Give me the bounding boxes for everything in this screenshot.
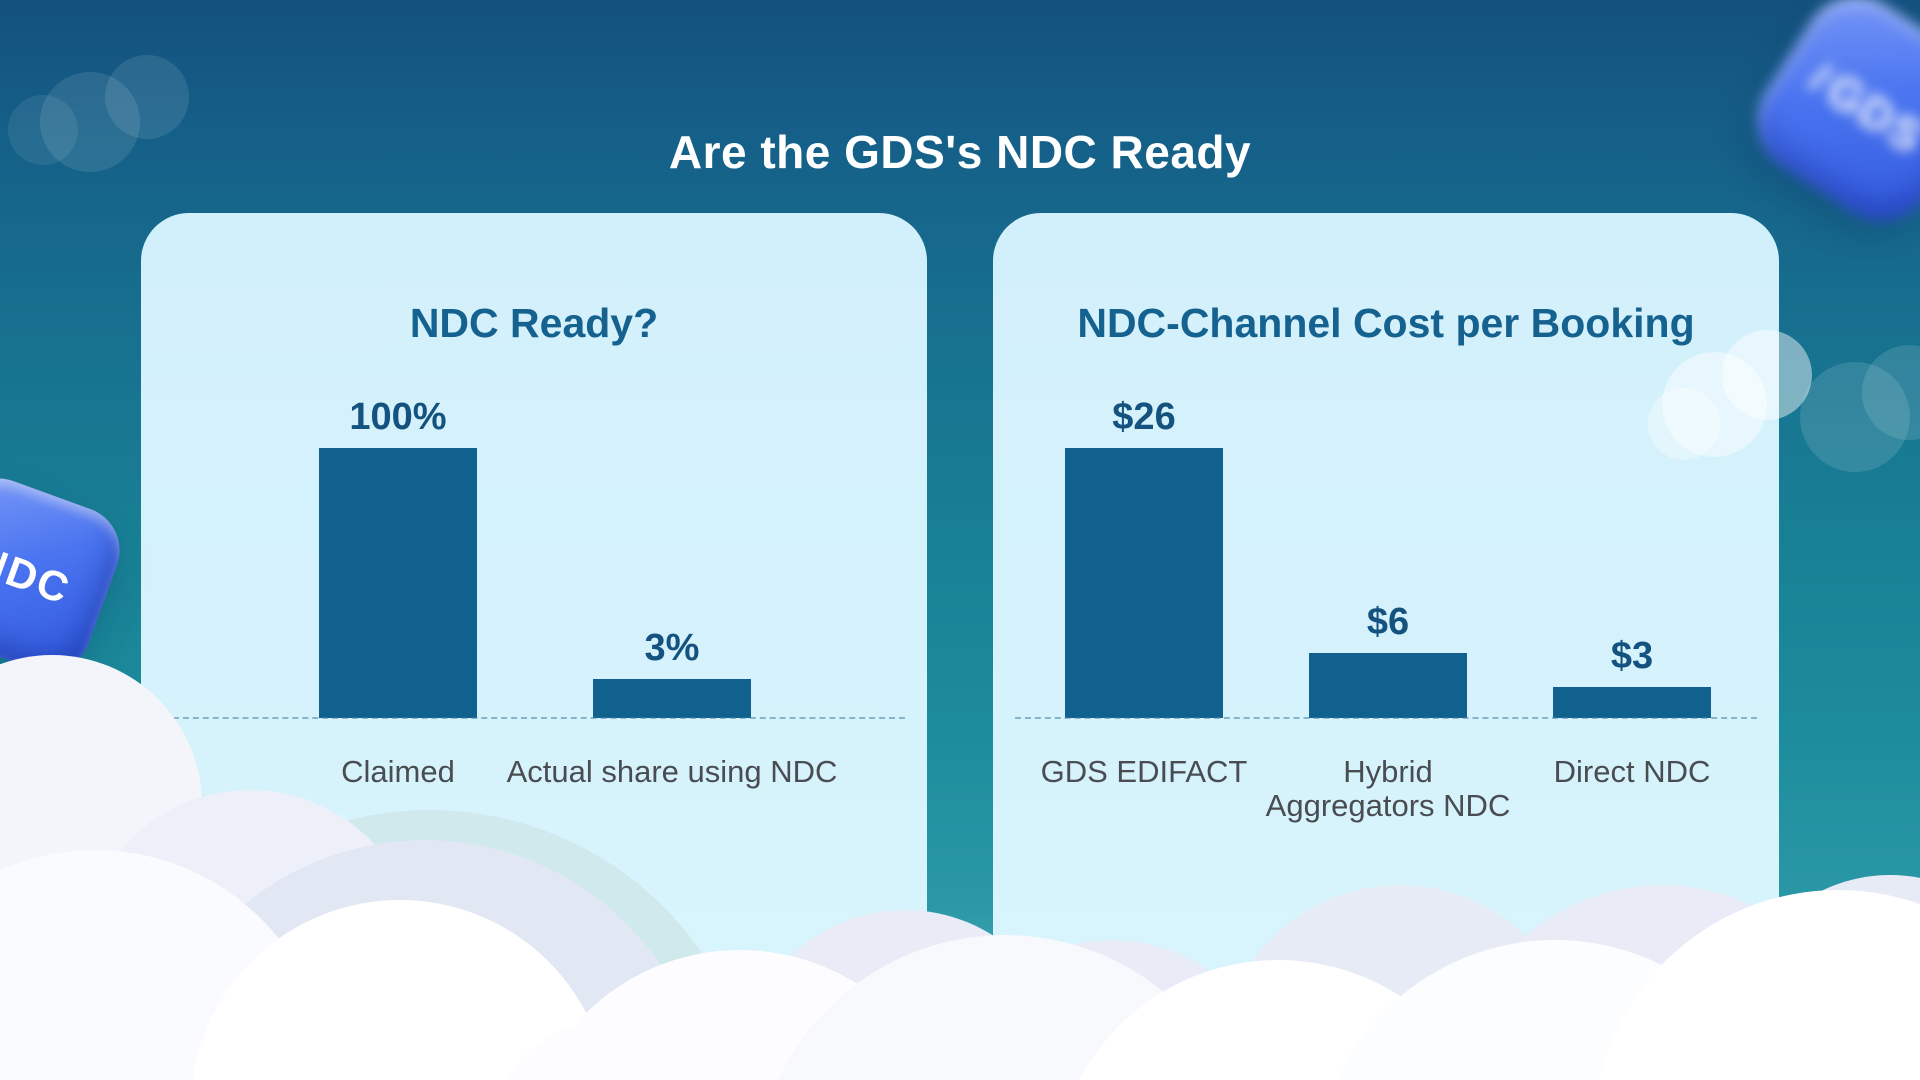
bar-group: $26 <box>1065 213 1223 718</box>
bar-label: GDS EDIFACT <box>1040 754 1248 789</box>
chart-title: NDC-Channel Cost per Booking <box>1077 300 1695 347</box>
faint-cloud <box>8 95 78 165</box>
ndc-cube-badge: NDC <box>0 466 132 684</box>
bar-chart-plot: $26 $6 $3 <box>993 213 1779 718</box>
chart-card-ndc-cost: NDC-Channel Cost per Booking $26 $6 $3 GDS… <box>993 213 1779 983</box>
bar-group: 100% <box>319 213 477 718</box>
faint-cloud <box>1662 352 1767 457</box>
bar-label: Actual share using NDC <box>506 754 838 789</box>
bar-label: Direct NDC <box>1553 754 1711 789</box>
faint-cloud <box>40 72 140 172</box>
bar-value: $6 <box>1366 601 1410 643</box>
chart-title: NDC Ready? <box>409 300 659 347</box>
faint-cloud <box>105 55 189 139</box>
bar-label: Hybrid Aggregators NDC <box>1265 754 1511 823</box>
baseline-axis <box>163 717 905 719</box>
bar-value: 3% <box>644 627 700 669</box>
bar <box>1553 687 1711 718</box>
faint-cloud <box>1722 330 1812 420</box>
bar-value: $3 <box>1610 635 1654 677</box>
bar-value: $26 <box>1112 396 1176 438</box>
faint-cloud <box>1648 388 1720 460</box>
bar-group: $3 <box>1553 213 1711 718</box>
badge-text: GDS <box>1817 62 1920 164</box>
page-title: Are the GDS's NDC Ready <box>668 125 1252 178</box>
baseline-axis <box>1015 717 1757 719</box>
faint-cloud <box>1800 362 1910 472</box>
bar <box>1065 448 1223 718</box>
bar <box>593 679 751 718</box>
bar <box>1309 653 1467 718</box>
bar-label: Claimed <box>341 754 455 789</box>
bar-value: 100% <box>349 396 447 438</box>
bar-group: 3% <box>593 213 751 718</box>
bar-group: $6 <box>1309 213 1467 718</box>
badge-text: NDC <box>0 535 77 614</box>
bar-chart-plot: 100% 3% <box>141 213 927 718</box>
gds-cube-badge: GDS <box>1736 0 1920 242</box>
bar <box>319 448 477 718</box>
